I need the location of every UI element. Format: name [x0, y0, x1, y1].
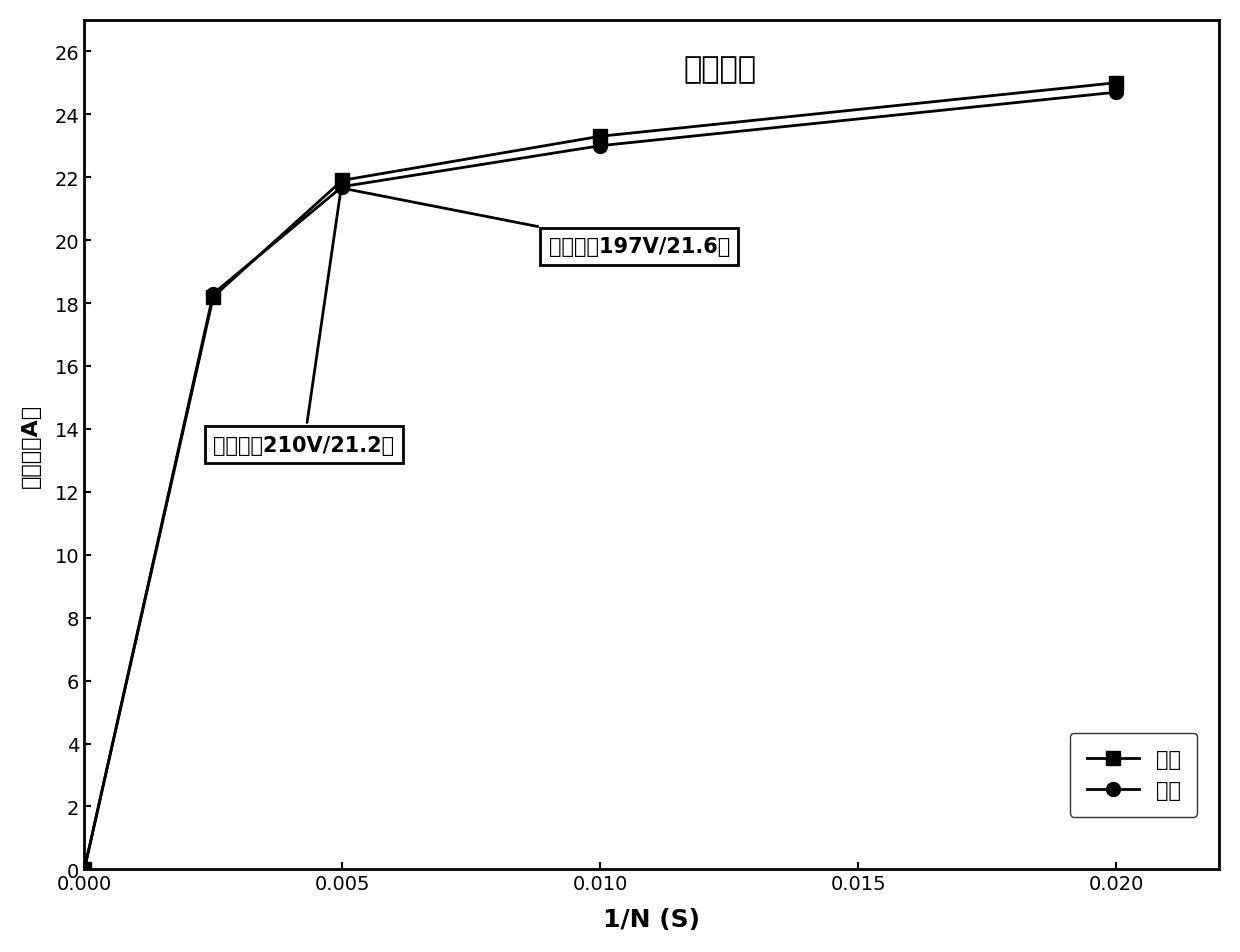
Text: 饱和曲线: 饱和曲线 — [683, 55, 756, 84]
齿根 — [593, 131, 608, 143]
Y-axis label: 弧高度（A）: 弧高度（A） — [21, 403, 41, 487]
齿面 — [206, 288, 221, 300]
Line: 齿根: 齿根 — [77, 77, 1123, 877]
齿根 — [335, 175, 350, 187]
齿面 — [335, 182, 350, 193]
齿根 — [206, 291, 221, 303]
Text: 饱和点（197V/21.6）: 饱和点（197V/21.6） — [345, 189, 730, 257]
齿面 — [77, 863, 92, 875]
X-axis label: 1/N (S): 1/N (S) — [603, 907, 701, 931]
齿根 — [1109, 78, 1123, 89]
齿根 — [77, 863, 92, 875]
Line: 齿面: 齿面 — [77, 87, 1123, 877]
齿面 — [593, 141, 608, 152]
Text: 饱和点（210V/21.2）: 饱和点（210V/21.2） — [213, 184, 394, 455]
齿面 — [1109, 88, 1123, 99]
Legend: 齿根, 齿面: 齿根, 齿面 — [1070, 733, 1198, 817]
